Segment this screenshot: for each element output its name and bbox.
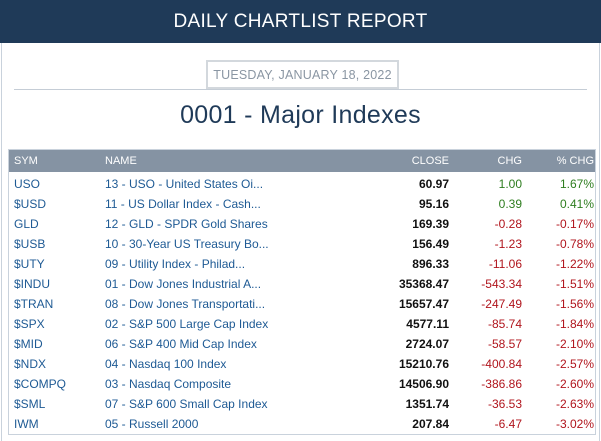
row-pct-change-value: -2.10% xyxy=(555,337,594,351)
table-row[interactable]: $UTY 09 - Utility Index - Philad... 896.33… xyxy=(9,254,595,274)
row-name-link[interactable]: 02 - S&P 500 Large Cap Index xyxy=(105,317,269,331)
row-change-value: -400.84 xyxy=(481,357,522,371)
row-symbol-link[interactable]: $SML xyxy=(14,397,46,411)
row-symbol-link[interactable]: $SPX xyxy=(14,317,45,331)
table-row[interactable]: $NDX 04 - Nasdaq 100 Index 15210.76 -400.84… xyxy=(9,354,595,374)
table-row[interactable]: $SPX 02 - S&P 500 Large Cap Index 4577.11 -… xyxy=(9,314,595,334)
row-close-value: 896.33 xyxy=(412,257,449,271)
row-close-value: 14506.90 xyxy=(398,377,449,391)
row-name-link[interactable]: 12 - GLD - SPDR Gold Shares xyxy=(105,217,268,231)
row-pct-change-value: -2.60% xyxy=(555,377,594,391)
row-name-link[interactable]: 09 - Utility Index - Philad... xyxy=(105,257,246,271)
row-close-value: 95.16 xyxy=(418,197,449,211)
row-pct-change-value: -1.51% xyxy=(555,277,594,291)
row-pct-change-value: -1.22% xyxy=(555,257,594,271)
row-pct-change-value: -0.17% xyxy=(555,217,594,231)
row-symbol-link[interactable]: GLD xyxy=(14,217,39,231)
report-date-label: TUESDAY, JANUARY 18, 2022 xyxy=(213,67,392,82)
table-row[interactable]: $COMPQ 03 - Nasdaq Composite 14506.90 -386.… xyxy=(9,374,595,394)
table-row[interactable]: GLD 12 - GLD - SPDR Gold Shares 169.39 -0.2… xyxy=(9,214,595,234)
column-header-chg[interactable]: CHG xyxy=(497,155,522,167)
column-header-pct-chg[interactable]: % CHG xyxy=(556,155,594,167)
row-change-value: -386.86 xyxy=(481,377,522,391)
column-header-name[interactable]: NAME xyxy=(105,155,137,167)
table-row[interactable]: IWM 05 - Russell 2000 207.84 -6.47 -3.02% xyxy=(9,414,595,434)
report-frame: TUESDAY, JANUARY 18, 2022 0001 - Major I… xyxy=(1,43,600,441)
row-symbol-link[interactable]: $NDX xyxy=(14,357,47,371)
row-close-value: 15210.76 xyxy=(398,357,449,371)
row-name-link[interactable]: 03 - Nasdaq Composite xyxy=(105,377,232,391)
row-change-value: -0.28 xyxy=(494,217,522,231)
row-name-link[interactable]: 05 - Russell 2000 xyxy=(105,417,199,431)
row-close-value: 1351.74 xyxy=(405,397,449,411)
report-date: TUESDAY, JANUARY 18, 2022 xyxy=(206,60,399,89)
table-row[interactable]: $TRAN 08 - Dow Jones Transportati... 15657… xyxy=(9,294,595,314)
report-header-title: DAILY CHARTLIST REPORT xyxy=(173,10,428,32)
row-close-value: 4577.11 xyxy=(406,317,449,331)
row-symbol-link[interactable]: $USB xyxy=(14,237,46,251)
row-symbol-link[interactable]: $UTY xyxy=(14,257,45,271)
column-header-close[interactable]: CLOSE xyxy=(411,155,449,167)
row-close-value: 156.49 xyxy=(412,237,449,251)
date-divider xyxy=(14,89,587,90)
table-row[interactable]: $SML 07 - S&P 600 Small Cap Index 1351.74 -… xyxy=(9,394,595,414)
row-pct-change-value: -2.63% xyxy=(555,397,594,411)
row-symbol-link[interactable]: $TRAN xyxy=(14,297,54,311)
table-header: SYM NAME CLOSE CHG % CHG xyxy=(9,150,595,172)
row-close-value: 2724.07 xyxy=(405,337,449,351)
row-close-value: 15657.47 xyxy=(398,297,449,311)
row-pct-change-value: 1.67% xyxy=(559,177,594,191)
row-pct-change-value: -2.57% xyxy=(555,357,594,371)
row-change-value: -543.34 xyxy=(481,277,522,291)
row-change-value: -6.47 xyxy=(494,417,522,431)
row-symbol-link[interactable]: $COMPQ xyxy=(14,377,67,391)
table-row[interactable]: $USD 11 - US Dollar Index - Cash... 95.16 0… xyxy=(9,194,595,214)
column-header-sym[interactable]: SYM xyxy=(14,155,38,167)
row-symbol-link[interactable]: $INDU xyxy=(14,277,51,291)
report-header: DAILY CHARTLIST REPORT xyxy=(0,0,601,43)
row-change-value: -11.06 xyxy=(488,257,522,271)
row-name-link[interactable]: 07 - S&P 600 Small Cap Index xyxy=(105,397,268,411)
row-pct-change-value: -3.02% xyxy=(555,417,594,431)
row-name-link[interactable]: 13 - USO - United States Oi... xyxy=(105,177,264,191)
row-change-value: -247.49 xyxy=(481,297,522,311)
row-name-link[interactable]: 10 - 30-Year US Treasury Bo... xyxy=(105,237,269,251)
row-change-value: 0.39 xyxy=(498,197,522,211)
row-name-link[interactable]: 11 - US Dollar Index - Cash... xyxy=(105,197,261,211)
table-row[interactable]: USO 13 - USO - United States Oi... 60.97 1.… xyxy=(9,174,595,194)
row-symbol-link[interactable]: $MID xyxy=(14,337,43,351)
row-change-value: -1.23 xyxy=(494,237,522,251)
row-change-value: -85.74 xyxy=(487,317,522,331)
row-change-value: -36.53 xyxy=(487,397,522,411)
row-pct-change-value: 0.41% xyxy=(559,197,594,211)
row-symbol-link[interactable]: $USD xyxy=(14,197,47,211)
row-symbol-link[interactable]: USO xyxy=(14,177,41,191)
row-symbol-link[interactable]: IWM xyxy=(14,417,39,431)
table-row[interactable]: $MID 06 - S&P 400 Mid Cap Index 2724.07 -58… xyxy=(9,334,595,354)
index-table: SYM NAME CLOSE CHG % CHG USO 13 - USO - U… xyxy=(8,149,596,435)
row-name-link[interactable]: 08 - Dow Jones Transportati... xyxy=(105,297,266,311)
row-name-link[interactable]: 06 - S&P 400 Mid Cap Index xyxy=(105,337,257,351)
row-close-value: 169.39 xyxy=(412,217,449,231)
chartlist-title: 0001 - Major Indexes xyxy=(180,101,421,129)
row-change-value: -58.57 xyxy=(487,337,522,351)
table-row[interactable]: $INDU 01 - Dow Jones Industrial A... 35368… xyxy=(9,274,595,294)
row-close-value: 60.97 xyxy=(418,177,449,191)
row-change-value: 1.00 xyxy=(498,177,522,191)
row-name-link[interactable]: 04 - Nasdaq 100 Index xyxy=(105,357,227,371)
row-name-link[interactable]: 01 - Dow Jones Industrial A... xyxy=(105,277,262,291)
row-pct-change-value: -1.84% xyxy=(555,317,594,331)
row-pct-change-value: -1.56% xyxy=(555,297,594,311)
table-row[interactable]: $USB 10 - 30-Year US Treasury Bo... 156.49… xyxy=(9,234,595,254)
row-close-value: 35368.47 xyxy=(398,277,449,291)
row-close-value: 207.84 xyxy=(412,417,449,431)
row-pct-change-value: -0.78% xyxy=(555,237,594,251)
